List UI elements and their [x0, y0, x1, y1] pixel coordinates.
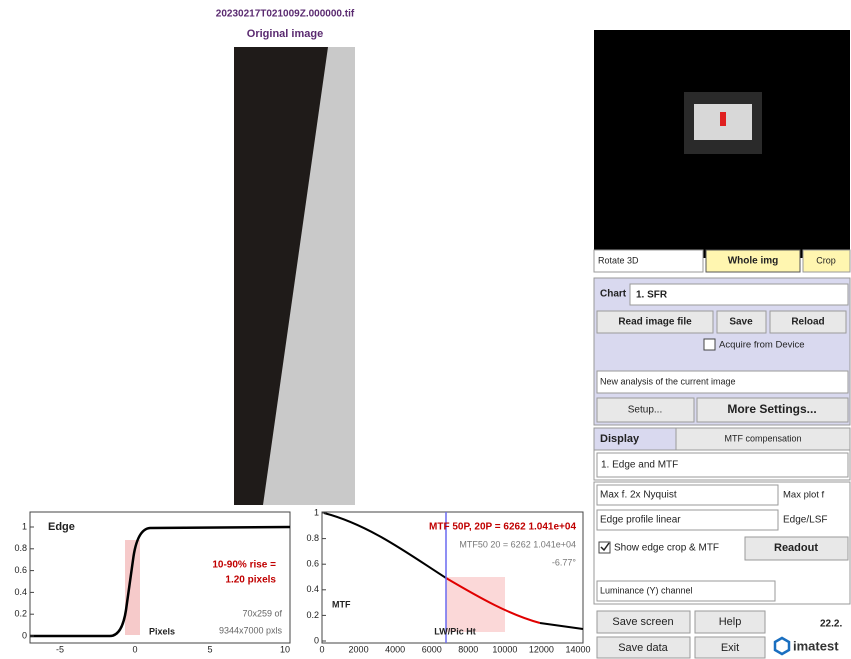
y-tick-label: 0.6: [306, 559, 319, 569]
show-edge-text: Show edge crop & MTF: [614, 543, 719, 554]
x-tick-label: 6000: [422, 644, 442, 654]
rise-label: 10-90% rise =: [212, 560, 276, 571]
mtf-headline: MTF 50P, 20P = 6262 1.041e+04: [429, 522, 576, 533]
help-text: Help: [719, 616, 742, 628]
display-tab-text: Display: [600, 433, 640, 445]
file-name: 20230217T021009Z.000000.tif: [216, 9, 355, 20]
image-size: 9344x7000 pxls: [219, 625, 283, 635]
y-tick-label: 0: [22, 630, 27, 640]
crop-size: 70x259 of: [242, 608, 282, 618]
version: 22.2.: [820, 619, 842, 630]
chart-label: Chart: [600, 289, 627, 300]
y-tick-label: 0.4: [14, 587, 27, 597]
y-tick-label: 0.2: [306, 610, 319, 620]
plot-title: Edge: [48, 521, 75, 533]
x-axis-label: Pixels: [149, 626, 175, 636]
edge-lsf: Edge/LSF: [783, 515, 827, 526]
mtf-tab-text: MTF compensation: [724, 433, 801, 443]
channel-text: Luminance (Y) channel: [600, 585, 693, 595]
x-tick-label: 14000: [565, 644, 590, 654]
x-tick-label: 10: [280, 644, 290, 654]
x-tick-label: 2000: [349, 644, 369, 654]
crop-text: Crop: [816, 255, 836, 265]
x-tick-label: -5: [56, 644, 64, 654]
y-tick-label: 0.2: [14, 609, 27, 619]
image-title: Original image: [247, 28, 323, 40]
screen: 20230217T021009Z.000000.tif Original ima…: [0, 0, 851, 659]
acquire-text: Acquire from Device: [719, 340, 805, 351]
edge-angle: -6.77°: [552, 557, 577, 567]
acquire-checkbox[interactable]: [704, 339, 715, 350]
setup-text: Setup...: [628, 405, 662, 416]
x-tick-label: 0: [132, 644, 137, 654]
reload-text: Reload: [791, 317, 824, 328]
y-tick-label: 0.8: [306, 533, 319, 543]
y-tick-label: 0.4: [306, 584, 319, 594]
y-tick-label: 0: [314, 635, 319, 645]
save-text: Save: [729, 317, 753, 328]
save-data-text: Save data: [618, 642, 668, 654]
x-tick-label: 0: [319, 644, 324, 654]
max-f-label: Max f.: [600, 490, 627, 501]
edge-profile-text: Edge profile linear: [600, 515, 681, 526]
x-tick-label: 8000: [458, 644, 478, 654]
y-tick-label: 0.8: [14, 543, 27, 553]
chart-value: 1. SFR: [636, 290, 668, 301]
thumbnail-roi: [720, 112, 726, 126]
y-axis-label: MTF: [332, 599, 351, 609]
edge-plot: Edge 10-90% rise = 1.20 pixels 70x259 of…: [30, 512, 290, 643]
y-tick-label: 0.6: [14, 565, 27, 575]
mtf-highlight: [446, 577, 505, 632]
whole-img-text: Whole img: [728, 256, 779, 267]
rotate-text: Rotate 3D: [598, 255, 639, 265]
readout-text: Readout: [774, 542, 818, 554]
y-tick-label: 1: [22, 521, 27, 531]
x-tick-label: 12000: [529, 644, 554, 654]
logo-text: imatest: [793, 638, 839, 653]
mtf-plot: MTF 50P, 20P = 6262 1.041e+04 MTF50 20 =…: [322, 512, 583, 643]
read-image-text: Read image file: [618, 317, 692, 328]
exit-text: Exit: [721, 642, 739, 654]
rise-highlight: [125, 540, 140, 635]
more-settings-text: More Settings...: [727, 402, 816, 416]
analysis-text: New analysis of the current image: [600, 376, 736, 386]
x-tick-label: 4000: [385, 644, 405, 654]
y-tick-label: 1: [314, 507, 319, 517]
rise-value: 1.20 pixels: [225, 575, 276, 586]
display-value: 1. Edge and MTF: [601, 460, 678, 471]
max-plot-f: Max plot f: [783, 490, 825, 501]
max-f-value: 2x Nyquist: [630, 490, 677, 501]
mtf-readout: MTF50 20 = 6262 1.041e+04: [459, 539, 576, 549]
x-axis-label: LW/Pic Ht: [434, 626, 476, 636]
x-tick-label: 10000: [492, 644, 517, 654]
x-tick-label: 5: [207, 644, 212, 654]
save-screen-text: Save screen: [612, 616, 673, 628]
